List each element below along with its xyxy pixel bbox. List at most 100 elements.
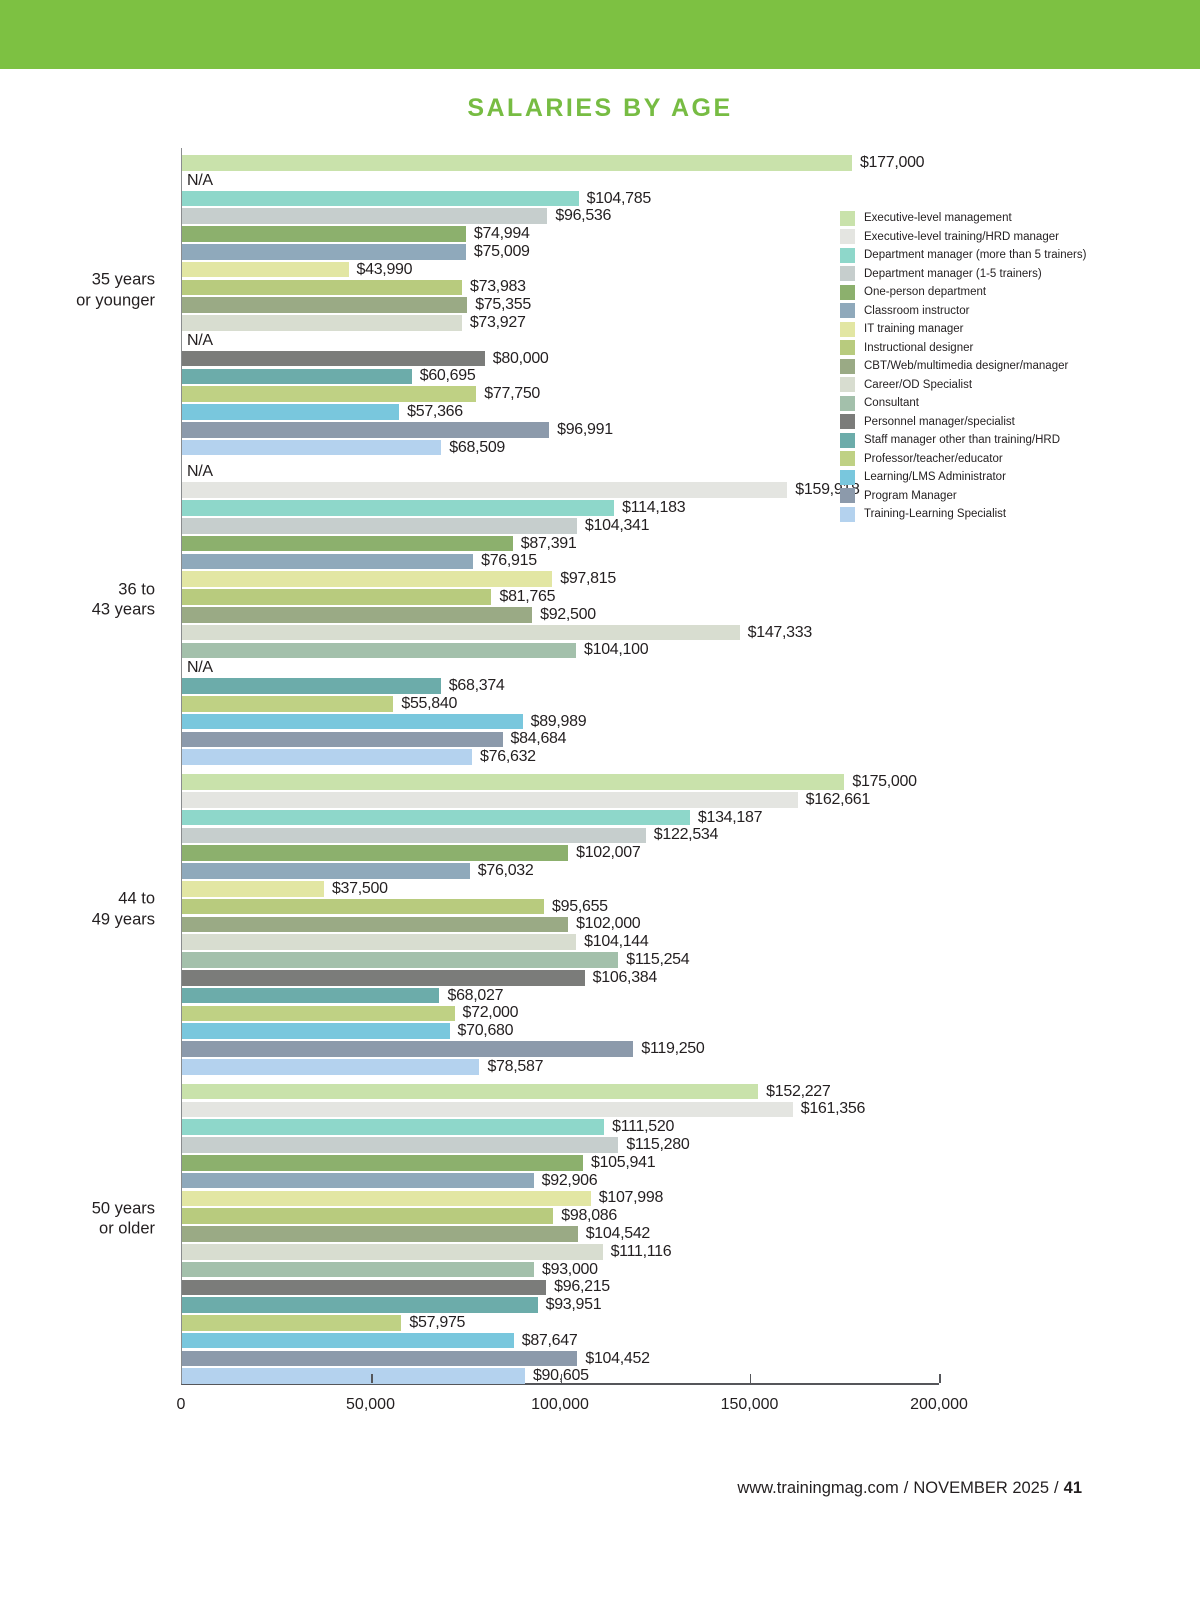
bar-row-it-training-manager: $43,990: [182, 261, 939, 279]
bar-row-executive-level-training-hrd-manager: N/A: [182, 172, 939, 190]
bar-row-classroom-instructor: $75,009: [182, 243, 939, 261]
legend-item-it-training-manager: IT training manager: [840, 320, 1086, 339]
bar-consultant: [182, 952, 619, 968]
legend-swatch-icon: [840, 303, 855, 319]
bar-row-department-manager-1-5-trainers: $104,341: [182, 517, 939, 535]
bar-value-label: $161,356: [800, 1100, 866, 1118]
legend-item-executive-level-training-hrd-manager: Executive-level training/HRD manager: [840, 228, 1086, 247]
bar-row-it-training-manager: $37,500: [182, 880, 939, 898]
bar-consultant: [182, 1261, 534, 1278]
chart-legend: Executive-level management Executive-leve…: [840, 209, 1086, 524]
bar-personnel-manager-specialist: [182, 350, 485, 367]
na-label: N/A: [187, 659, 213, 677]
bar-value-label: $68,509: [449, 438, 506, 456]
bar-value-label: $57,975: [409, 1313, 466, 1331]
legend-swatch-icon: [840, 266, 855, 282]
legend-label: Learning/LMS Administrator: [864, 471, 1006, 484]
legend-swatch-icon: [840, 229, 855, 245]
age-group-35-years-or-younger: 35 years or younger $177,000 N/A $104,785 $96…: [76, 154, 939, 457]
x-axis-tick-label: 50,000: [346, 1396, 395, 1413]
top-banner: [0, 0, 1200, 69]
bar-one-person-department: [182, 226, 466, 242]
bar-row-cbt-web-multimedia-designer-manager: $102,000: [182, 915, 939, 933]
bar-value-label: $87,391: [520, 534, 577, 552]
bar-row-staff-manager-other-than-training-hrd: $93,951: [182, 1296, 939, 1314]
bar-value-label: $97,815: [560, 570, 616, 588]
bar-value-label: $104,452: [585, 1349, 650, 1367]
bar-department-manager-1-5-trainers: [182, 1137, 619, 1153]
legend-label: Professor/teacher/educator: [864, 452, 1003, 465]
bar-classroom-instructor: [182, 863, 470, 879]
legend-label: Program Manager: [864, 489, 957, 502]
bar-training-learning-specialist: [182, 1058, 480, 1075]
bar-it-training-manager: [182, 571, 553, 588]
bar-row-one-person-department: $105,941: [182, 1154, 939, 1172]
x-axis-tick-label: 100,000: [531, 1396, 589, 1413]
bar-row-executive-level-management: N/A: [182, 463, 939, 482]
legend-swatch-icon: [840, 451, 855, 467]
bar-value-label: $70,680: [457, 1022, 514, 1040]
page-footer: www.trainingmag.com / NOVEMBER 2025/41: [737, 1479, 1082, 1498]
bar-row-training-learning-specialist: $76,632: [182, 748, 939, 766]
bar-one-person-department: [182, 535, 513, 552]
legend-label: One-person department: [864, 286, 987, 299]
bar-row-program-manager: $96,991: [182, 421, 939, 439]
bar-row-executive-level-management: $175,000: [182, 773, 939, 791]
bar-value-label: $115,280: [626, 1135, 690, 1153]
legend-label: Instructional designer: [864, 341, 974, 354]
na-label: N/A: [187, 463, 213, 481]
bar-instructional-designer: [182, 1208, 554, 1224]
bar-personnel-manager-specialist: [182, 1279, 547, 1296]
bar-value-label: $72,000: [462, 1004, 519, 1022]
age-group-label: 35 years or younger: [76, 270, 155, 310]
bar-value-label: $95,655: [552, 897, 608, 915]
legend-item-classroom-instructor: Classroom instructor: [840, 302, 1086, 321]
bar-row-program-manager: $84,684: [182, 730, 939, 749]
x-axis-tick-label: 200,000: [910, 1396, 968, 1413]
legend-label: Staff manager other than training/HRD: [864, 434, 1061, 447]
footer-separator-1: /: [903, 1479, 909, 1497]
bar-value-label: $106,384: [592, 968, 658, 986]
bar-value-label: $102,007: [576, 844, 641, 862]
bar-value-label: $84,684: [510, 730, 567, 748]
legend-swatch-icon: [840, 414, 855, 430]
bar-value-label: $74,994: [473, 225, 530, 243]
bar-value-label: $105,941: [590, 1153, 656, 1171]
bar-value-label: $93,000: [542, 1260, 598, 1278]
bar-row-executive-level-management: $177,000: [182, 154, 939, 172]
bar-row-instructional-designer: $95,655: [182, 898, 939, 916]
bar-career-od-specialist: [182, 624, 740, 641]
bar-it-training-manager: [182, 1190, 591, 1207]
bar-value-label: $175,000: [852, 773, 917, 790]
bar-cbt-web-multimedia-designer-manager: [182, 297, 468, 314]
bar-row-professor-teacher-educator: $77,750: [182, 385, 939, 403]
bar-row-career-od-specialist: $104,144: [182, 933, 939, 951]
bar-value-label: $92,500: [540, 605, 596, 623]
bar-row-consultant: N/A: [182, 332, 939, 350]
bar-value-label: $43,990: [356, 260, 413, 278]
bar-row-consultant: $104,100: [182, 641, 939, 660]
bar-cbt-web-multimedia-designer-manager: [182, 1226, 578, 1242]
legend-item-cbt-web-multimedia-designer-manager: CBT/Web/multimedia designer/manager: [840, 357, 1086, 376]
bar-value-label: $92,906: [541, 1171, 598, 1189]
bar-classroom-instructor: [182, 553, 474, 570]
bar-row-learning-lms-administrator: $70,680: [182, 1022, 939, 1040]
bar-row-personnel-manager-specialist: $96,215: [182, 1278, 939, 1296]
legend-swatch-icon: [840, 210, 855, 226]
bar-row-learning-lms-administrator: $57,366: [182, 403, 939, 421]
bar-executive-level-management: [182, 155, 852, 171]
bar-row-one-person-department: $102,007: [182, 844, 939, 862]
x-axis-tick-label: 0: [176, 1396, 186, 1413]
bar-staff-manager-other-than-training-hrd: [182, 987, 440, 1004]
bar-row-department-manager-1-5-trainers: $115,280: [182, 1136, 939, 1154]
bar-row-department-manager-more-than-5-trainers: $134,187: [182, 809, 939, 827]
bar-staff-manager-other-than-training-hrd: [182, 678, 441, 694]
x-axis-labels: 0 50,000 100,000 150,000 200,000: [177, 1396, 968, 1416]
legend-item-staff-manager-other-than-training-hrd: Staff manager other than training/HRD: [840, 431, 1086, 450]
bar-value-label: $93,951: [545, 1296, 602, 1314]
age-group-36-to-43-years: 36 to 43 years N/A $159,918 $114,183 $104,341…: [92, 463, 939, 767]
legend-item-training-learning-specialist: Training-Learning Specialist: [840, 505, 1086, 524]
bar-value-label: $78,587: [487, 1057, 544, 1075]
bar-row-learning-lms-administrator: $87,647: [182, 1332, 939, 1350]
